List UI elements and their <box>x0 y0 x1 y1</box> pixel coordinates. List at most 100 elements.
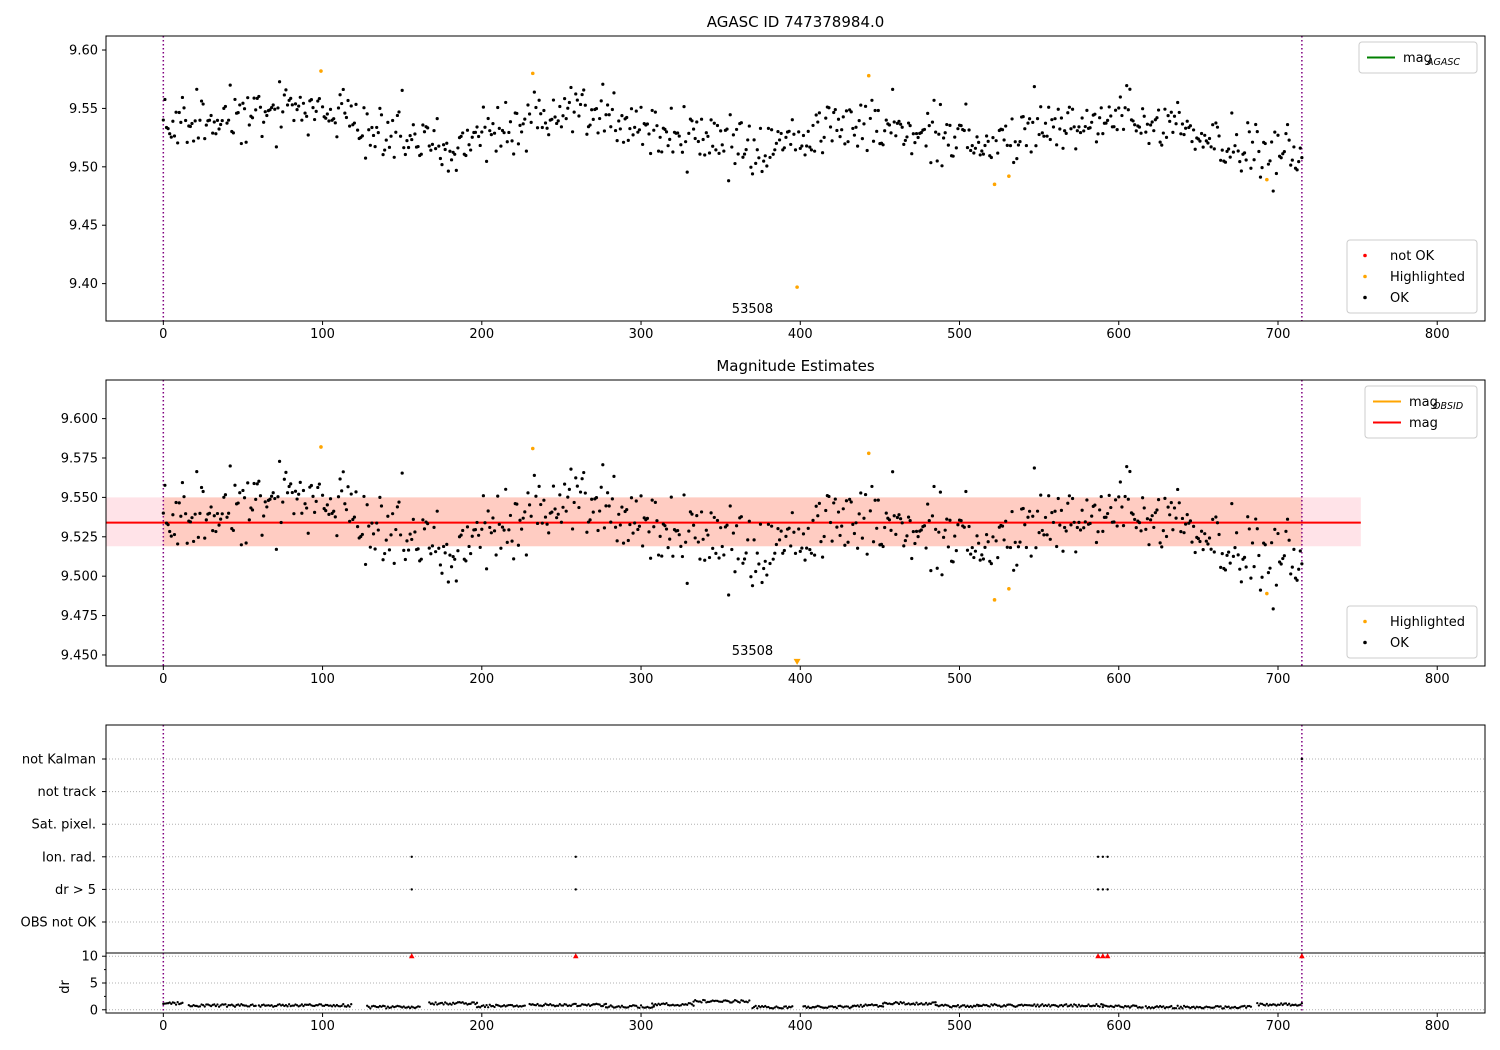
x-tick-label: 700 <box>1266 1019 1291 1034</box>
ok-point <box>316 99 320 103</box>
dr-point <box>1284 1002 1288 1005</box>
ok-point <box>634 499 638 503</box>
ok-point <box>762 566 766 571</box>
ok-point <box>1271 189 1275 193</box>
flag-point <box>410 855 413 858</box>
ok-point <box>523 510 527 514</box>
ok-point <box>822 135 826 140</box>
dr-point <box>464 1002 468 1005</box>
ok-point <box>932 98 936 102</box>
ok-point <box>1013 540 1017 544</box>
dr-point <box>176 1001 179 1004</box>
dr-point <box>924 1001 928 1005</box>
ok-point <box>365 112 369 116</box>
ok-point <box>865 148 869 153</box>
ok-point <box>1174 516 1178 520</box>
ok-point <box>1211 123 1215 127</box>
ok-point <box>617 119 621 123</box>
ok-point <box>905 534 909 538</box>
ok-point <box>1131 512 1135 516</box>
ok-point <box>843 543 847 547</box>
dr-point <box>746 1001 749 1004</box>
dr-point <box>238 1004 241 1007</box>
ok-point <box>387 548 392 552</box>
ok-point <box>1088 126 1092 130</box>
dr-point <box>955 1005 958 1008</box>
ok-point <box>833 108 837 112</box>
dr-point <box>907 1002 910 1005</box>
dr-point <box>1181 1007 1184 1010</box>
ok-point <box>733 570 737 574</box>
ok-point <box>601 463 605 467</box>
dr-point <box>1045 1004 1049 1008</box>
ok-point <box>262 120 266 124</box>
dr-point <box>862 1004 866 1007</box>
ok-point <box>1032 466 1036 470</box>
ok-point <box>1156 497 1161 502</box>
ok-point <box>668 537 672 541</box>
ok-point <box>389 533 393 537</box>
ok-point <box>609 125 613 129</box>
dr-point <box>402 1005 405 1008</box>
ok-point <box>1184 522 1188 526</box>
ok-point <box>962 128 966 133</box>
panel-flags-frame <box>105 724 1486 954</box>
dr-point <box>732 1000 735 1003</box>
ok-point <box>641 142 645 147</box>
dr-point <box>858 1005 861 1008</box>
ok-point <box>682 104 686 109</box>
ok-point <box>174 500 178 505</box>
ok-point <box>379 113 384 117</box>
ok-point <box>1000 128 1005 132</box>
ok-point <box>1074 550 1078 554</box>
ok-point <box>529 120 533 124</box>
ok-point <box>512 152 516 156</box>
ok-point <box>475 125 479 129</box>
ok-point <box>475 520 479 525</box>
ok-point <box>669 495 673 499</box>
ok-point <box>841 507 845 511</box>
dr-point <box>988 1005 991 1008</box>
dr-point <box>1039 1004 1042 1007</box>
dr-point <box>558 1003 561 1006</box>
ok-point <box>207 511 212 515</box>
ok-point <box>217 523 221 527</box>
x-tick-label: 600 <box>1106 1019 1131 1034</box>
ok-point <box>725 523 729 527</box>
dr-point <box>721 1000 724 1003</box>
ok-point <box>1193 550 1197 555</box>
legend-point-swatch <box>1363 295 1367 300</box>
ok-point <box>572 500 576 505</box>
dr-point <box>1244 1006 1248 1009</box>
ok-point <box>690 512 694 516</box>
ok-point <box>179 120 183 124</box>
ok-point <box>494 553 498 557</box>
dr-point <box>1176 1004 1179 1007</box>
ok-point <box>811 123 815 128</box>
ok-point <box>1161 131 1165 135</box>
ok-point <box>293 102 298 106</box>
ok-point <box>1118 95 1122 99</box>
flag-category-label: OBS not OK <box>21 916 97 931</box>
ok-point <box>610 497 614 501</box>
ok-point <box>1249 166 1253 170</box>
ok-point <box>1018 139 1022 144</box>
ok-point <box>1163 496 1167 500</box>
ok-point <box>731 133 735 137</box>
ok-point <box>1244 158 1248 162</box>
ok-point <box>1055 544 1059 549</box>
dr-point <box>248 1005 251 1008</box>
x-tick-label: 800 <box>1425 672 1450 687</box>
ok-point <box>1298 146 1302 150</box>
dr-point <box>565 1003 568 1006</box>
ok-point <box>1125 465 1129 469</box>
ok-point <box>228 83 232 87</box>
dr-point <box>1264 1004 1267 1007</box>
ok-point <box>395 113 400 118</box>
ok-point <box>451 554 455 559</box>
ok-point <box>518 518 522 522</box>
ok-point <box>435 509 439 513</box>
ok-point <box>527 112 532 116</box>
ok-point <box>561 114 565 118</box>
dr-point <box>270 1004 273 1007</box>
